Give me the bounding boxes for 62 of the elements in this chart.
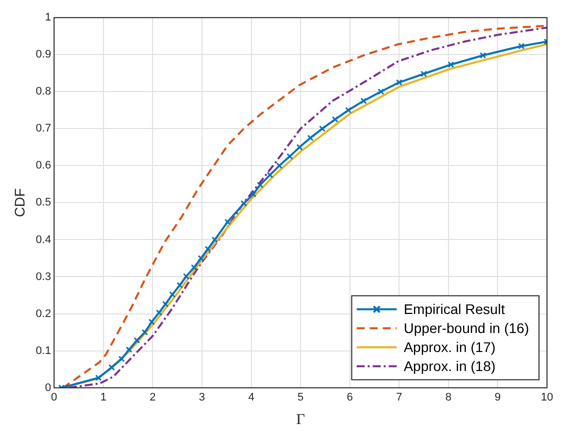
y-tick-label: 0.6 [36, 160, 52, 172]
x-tick-label: 4 [248, 391, 254, 404]
point [307, 134, 314, 142]
point [142, 329, 148, 336]
point [126, 346, 132, 353]
x-tick-label: 9 [494, 391, 501, 404]
point [224, 218, 231, 226]
y-tick-label: 0.1 [36, 344, 52, 357]
point [204, 246, 212, 252]
point [319, 125, 326, 132]
y-tick-label: 0.4 [36, 234, 52, 246]
x-tick-label: 7 [396, 391, 402, 404]
y-tick-label: 0.5 [36, 196, 52, 209]
point [345, 106, 352, 114]
point [240, 200, 248, 207]
point [420, 70, 427, 78]
legend-label: Approx. in (17) [404, 339, 496, 356]
y-tick-label: 0.2 [36, 308, 52, 320]
point [198, 255, 204, 262]
legend-label: Approx. in (18) [404, 358, 496, 374]
point [190, 264, 198, 271]
point [396, 79, 402, 86]
y-tick-label: 0.9 [36, 48, 52, 61]
point [156, 309, 162, 316]
point [108, 364, 115, 371]
point [95, 374, 102, 382]
point [266, 172, 274, 178]
point [176, 282, 184, 288]
point [448, 61, 454, 68]
point [276, 162, 283, 169]
point [286, 153, 293, 160]
point [212, 236, 218, 243]
x-tick-label: 6 [346, 391, 353, 404]
x-axis-title: Γ [296, 412, 306, 428]
point [360, 98, 367, 104]
legend-label: Empirical Result [404, 301, 505, 318]
legend-label: Upper-bound in (16) [404, 320, 529, 336]
point [134, 337, 140, 344]
y-tick-label: 1 [44, 12, 52, 24]
point [250, 190, 256, 198]
y-tick-label: 0.7 [36, 122, 52, 135]
point [169, 291, 176, 298]
y-tick-label: 0 [44, 382, 52, 394]
x-tick-label: 1 [100, 391, 106, 404]
x-tick-label: 3 [198, 391, 206, 404]
point [162, 300, 169, 308]
x-tick-label: 8 [445, 391, 452, 404]
point [182, 273, 190, 280]
point [148, 318, 155, 326]
point [332, 116, 338, 123]
point [518, 42, 525, 50]
point [378, 88, 384, 95]
point [296, 144, 303, 150]
y-tick-label: 0.8 [36, 86, 52, 98]
point [256, 182, 264, 188]
x-tick-label: 10 [540, 391, 554, 404]
y-axis-title: CDF [11, 188, 28, 218]
x-tick-label: 5 [297, 391, 304, 404]
y-tick-label: 0.3 [36, 270, 52, 283]
point [480, 52, 486, 59]
point [118, 356, 125, 362]
x-tick-label: 2 [150, 391, 156, 404]
